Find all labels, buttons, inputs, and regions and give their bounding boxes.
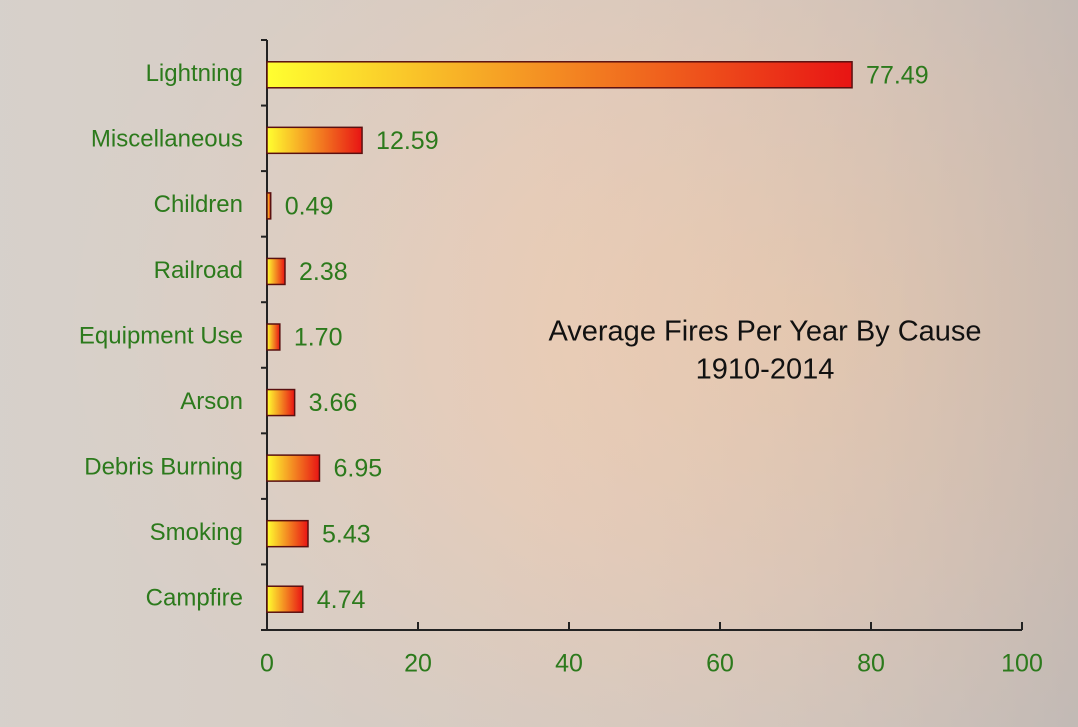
value-label: 4.74 [317,586,366,614]
y-tick-label: Miscellaneous [91,126,243,153]
value-label: 0.49 [285,192,334,220]
y-tick-label: Debris Burning [84,453,243,480]
bar [267,586,303,612]
x-tick-label: 60 [706,650,734,678]
y-tick-label: Arson [180,388,243,415]
bar [267,390,295,416]
bar [267,127,362,153]
value-label: 5.43 [322,520,371,548]
bar [267,258,285,284]
x-tick-label: 20 [404,650,432,678]
x-tick-label: 100 [1001,650,1043,678]
y-tick-label: Railroad [154,257,243,284]
y-tick-label: Lightning [146,60,243,87]
y-tick-label: Smoking [150,519,243,546]
value-label: 6.95 [333,455,382,483]
bar [267,62,852,88]
value-label: 2.38 [299,258,348,286]
bar [267,521,308,547]
chart-title: Average Fires Per Year By Cause [548,316,981,348]
value-label: 77.49 [866,61,929,89]
bar [267,193,271,219]
value-label: 12.59 [376,127,439,155]
x-tick-label: 40 [555,650,583,678]
background-overlay [0,0,1078,727]
chart: Average Fires Per Year By Cause 1910-201… [0,0,1078,727]
x-tick-label: 80 [857,650,885,678]
y-tick-label: Children [154,191,243,218]
bar [267,455,319,481]
x-tick-label: 0 [260,650,274,678]
y-tick-label: Campfire [146,585,243,612]
bar [267,324,280,350]
y-tick-label: Equipment Use [79,322,243,349]
value-label: 1.70 [294,324,343,352]
value-label: 3.66 [309,389,358,417]
chart-subtitle: 1910-2014 [696,354,835,386]
